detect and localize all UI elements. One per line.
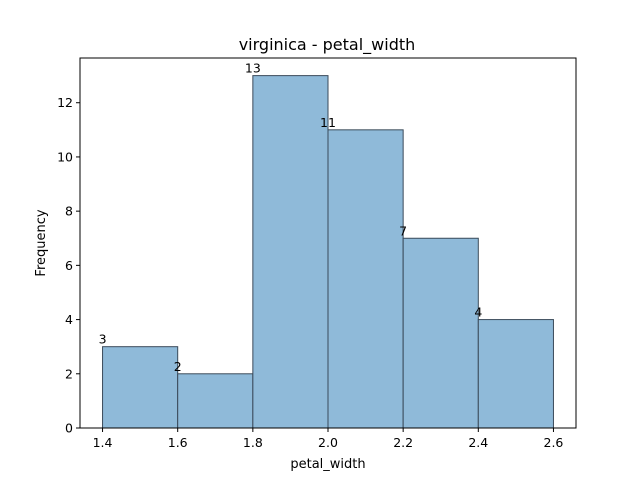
x-tick-label: 2.0 <box>318 435 338 450</box>
y-axis-ticks: 0 2 4 6 8 10 12 <box>57 95 80 436</box>
y-tick-label: 6 <box>65 258 73 273</box>
bar-value-label: 4 <box>474 305 482 320</box>
y-axis-label: Frequency <box>34 209 49 276</box>
y-tick-label: 4 <box>65 312 73 327</box>
x-tick-label: 2.2 <box>393 435 413 450</box>
histogram-bar <box>327 129 404 429</box>
y-tick-label: 2 <box>65 366 73 381</box>
y-tick-label: 10 <box>57 149 73 164</box>
bar-value-label: 3 <box>99 332 107 347</box>
histogram-bar <box>252 75 329 429</box>
chart-title: virginica - petal_width <box>239 35 416 55</box>
histogram-bar <box>402 237 479 429</box>
x-tick-label: 1.6 <box>168 435 188 450</box>
y-tick-label: 8 <box>65 204 73 219</box>
bar-value-label: 7 <box>399 223 407 238</box>
bar-value-label: 2 <box>174 359 182 374</box>
x-axis-ticks: 1.4 1.6 1.8 2.0 2.2 2.4 2.6 <box>93 428 564 450</box>
x-tick-label: 1.8 <box>243 435 263 450</box>
y-tick-label: 12 <box>57 95 73 110</box>
bar-value-label: 13 <box>245 61 261 76</box>
bar-value-label: 11 <box>320 115 336 130</box>
bars-group <box>102 75 554 429</box>
data-labels-group: 3 2 13 11 7 4 <box>99 61 483 374</box>
x-tick-label: 2.6 <box>544 435 564 450</box>
histogram-bar <box>477 319 554 429</box>
histogram-bar <box>102 346 179 429</box>
x-axis-label: petal_width <box>290 457 365 472</box>
x-tick-label: 1.4 <box>93 435 113 450</box>
histogram-bar <box>177 373 254 429</box>
y-tick-label: 0 <box>65 421 73 436</box>
x-tick-label: 2.4 <box>468 435 488 450</box>
